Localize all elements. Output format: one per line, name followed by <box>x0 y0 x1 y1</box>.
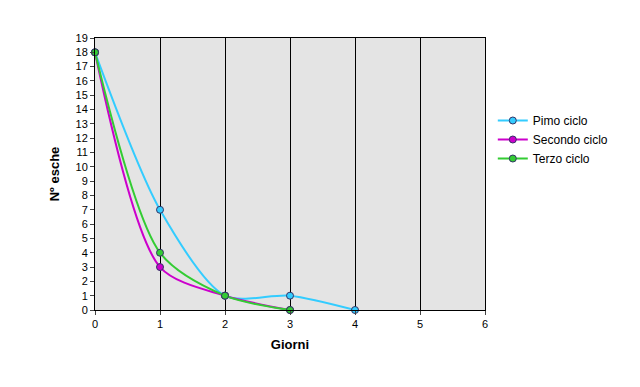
svg-text:6: 6 <box>82 218 88 230</box>
svg-text:Giorni: Giorni <box>271 337 309 352</box>
svg-text:10: 10 <box>76 161 88 173</box>
svg-text:Terzo ciclo: Terzo ciclo <box>533 152 590 166</box>
svg-text:16: 16 <box>76 75 88 87</box>
svg-text:14: 14 <box>76 103 88 115</box>
svg-text:0: 0 <box>82 304 88 316</box>
svg-text:2: 2 <box>222 318 228 330</box>
svg-text:13: 13 <box>76 118 88 130</box>
svg-text:4: 4 <box>352 318 358 330</box>
svg-text:Pimo ciclo: Pimo ciclo <box>533 114 588 128</box>
svg-text:3: 3 <box>82 261 88 273</box>
svg-text:18: 18 <box>76 46 88 58</box>
svg-text:5: 5 <box>417 318 423 330</box>
svg-text:1: 1 <box>157 318 163 330</box>
svg-text:Nº esche: Nº esche <box>47 147 62 202</box>
svg-text:5: 5 <box>82 232 88 244</box>
svg-text:7: 7 <box>82 204 88 216</box>
svg-text:17: 17 <box>76 60 88 72</box>
svg-text:0: 0 <box>92 318 98 330</box>
svg-text:9: 9 <box>82 175 88 187</box>
svg-text:19: 19 <box>76 32 88 44</box>
svg-text:3: 3 <box>287 318 293 330</box>
svg-text:15: 15 <box>76 89 88 101</box>
svg-text:8: 8 <box>82 189 88 201</box>
svg-text:6: 6 <box>482 318 488 330</box>
svg-text:Secondo ciclo: Secondo ciclo <box>533 133 608 147</box>
svg-text:4: 4 <box>82 247 88 259</box>
svg-text:12: 12 <box>76 132 88 144</box>
svg-text:2: 2 <box>82 275 88 287</box>
svg-text:11: 11 <box>76 146 87 158</box>
svg-text:1: 1 <box>82 290 88 302</box>
